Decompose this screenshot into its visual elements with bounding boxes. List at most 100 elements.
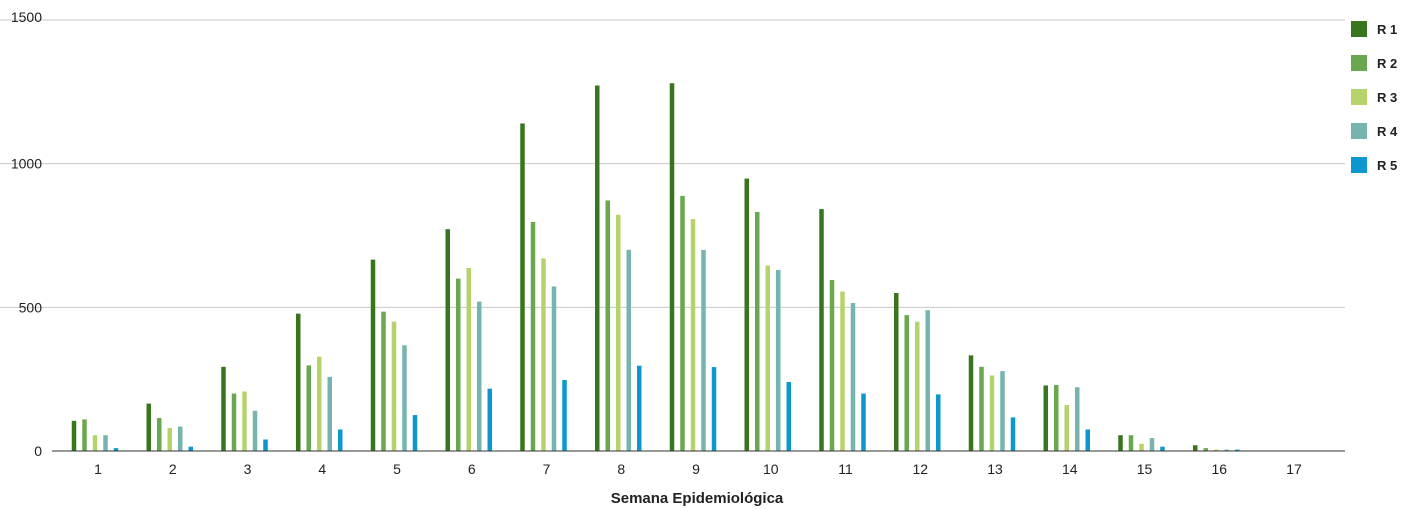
bar [819,209,824,451]
bar [595,85,600,452]
x-tick-label: 4 [318,461,326,477]
legend-swatch [1351,123,1367,139]
bar [786,382,791,451]
bar [1118,435,1123,451]
bar [829,280,835,451]
bar [178,426,183,451]
x-tick-label: 5 [393,461,401,477]
bar [701,249,706,451]
legend-swatch [1351,55,1367,71]
bar [252,410,258,451]
legend-label: R 1 [1377,22,1397,37]
bar [1085,429,1090,451]
x-tick-label: 6 [468,461,476,477]
x-tick-label: 7 [543,461,551,477]
bar [456,278,461,451]
bar [915,321,920,451]
x-tick-label: 10 [763,461,779,477]
legend-label: R 5 [1377,158,1397,173]
bar [605,200,610,451]
bar [487,388,492,451]
legend-label: R 2 [1377,56,1397,71]
bar [530,221,536,451]
bars [71,83,1315,452]
x-tick-label: 17 [1286,461,1302,477]
bar [669,83,675,452]
bar [167,428,172,451]
x-axis-ticks: 1 2 3 4 5 6 7 8 9 10 11 12 13 14 15 16 17 [94,461,1302,477]
y-tick-label: 1500 [11,9,42,25]
bar [317,356,322,451]
bar [1203,448,1208,451]
x-axis-title: Semana Epidemiológica [611,490,784,507]
bar [1214,449,1219,451]
bar [755,211,760,451]
legend-label: R 3 [1377,90,1397,105]
legend-label: R 4 [1377,124,1398,139]
bar [776,269,781,451]
bar [221,366,226,451]
bar [113,448,119,451]
x-tick-label: 1 [94,461,102,477]
bar [412,415,418,451]
bar [925,310,930,451]
bar [904,315,909,451]
bar [306,365,311,451]
bar [989,375,995,451]
bar [562,380,567,451]
bar [1043,385,1048,451]
bar [466,267,471,451]
x-tick-label: 3 [244,461,252,477]
bar [338,429,343,451]
bar [711,367,717,451]
bar [1193,445,1198,451]
legend-swatch [1351,21,1367,37]
bar [188,446,193,451]
bar [1160,446,1165,451]
bar [541,258,546,451]
bar [242,391,247,451]
bar [680,195,685,451]
bar [157,417,162,451]
bar [1128,435,1134,451]
bar [626,249,631,451]
bar [744,178,749,451]
bar [1054,384,1059,451]
x-tick-label: 13 [987,461,1003,477]
x-tick-label: 16 [1211,461,1227,477]
bar [402,345,407,451]
x-tick-label: 11 [838,461,853,477]
bar [391,321,397,451]
bar [1139,443,1144,451]
bar [82,419,87,451]
bar [765,265,770,451]
bar [936,394,941,451]
bar [1149,438,1155,451]
bar [146,403,151,451]
bar [968,355,974,451]
bar [861,393,866,451]
bar [1010,417,1016,451]
bar [296,313,301,451]
bar [616,214,621,451]
legend-swatch [1351,89,1367,105]
x-tick-label: 14 [1062,461,1078,477]
bar [327,376,332,451]
bar [690,219,696,451]
bar [840,291,845,451]
bar [477,301,482,451]
bar [381,311,386,451]
bar [231,393,237,451]
y-tick-label: 500 [19,299,43,315]
bar [263,439,268,451]
bar [850,303,856,451]
bar [894,292,899,451]
bar [1000,371,1005,451]
x-tick-label: 9 [692,461,700,477]
bar [979,366,984,451]
legend[interactable]: R 1 R 2 R 3 R 4 R 5 [1351,21,1398,173]
bar [370,259,376,451]
legend-swatch [1351,157,1367,173]
bar [1235,449,1240,451]
bar [520,123,525,451]
